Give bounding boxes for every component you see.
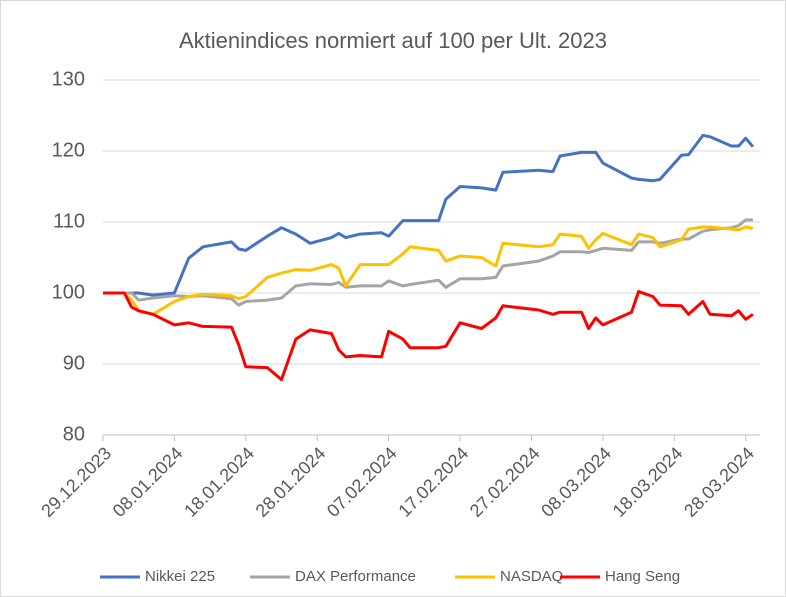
legend-label: Nikkei 225	[145, 568, 215, 585]
series-line	[103, 225, 754, 316]
series-line	[103, 218, 753, 307]
series-line	[103, 133, 755, 297]
y-tick-label: 90	[63, 352, 85, 374]
legend-label: Hang Seng	[605, 568, 680, 585]
series-line	[103, 290, 754, 382]
legend-label: NASDAQ	[500, 568, 563, 585]
legend-label: DAX Performance	[295, 568, 416, 585]
y-tick-label: 80	[63, 423, 85, 445]
y-tick-label: 100	[52, 281, 85, 303]
y-tick-label: 110	[53, 210, 85, 232]
y-tick-label: 120	[52, 139, 85, 161]
chart-title: Aktienindices normiert auf 100 per Ult. …	[179, 28, 607, 53]
y-tick-label: 130	[52, 68, 85, 90]
